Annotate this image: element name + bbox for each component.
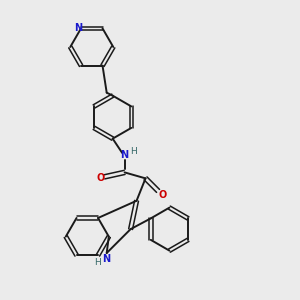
Text: N: N — [121, 150, 129, 161]
Text: H: H — [130, 147, 137, 156]
Text: N: N — [102, 254, 110, 264]
Text: O: O — [97, 173, 105, 183]
Text: O: O — [158, 190, 167, 200]
Text: N: N — [74, 23, 82, 33]
Text: H: H — [94, 258, 101, 267]
